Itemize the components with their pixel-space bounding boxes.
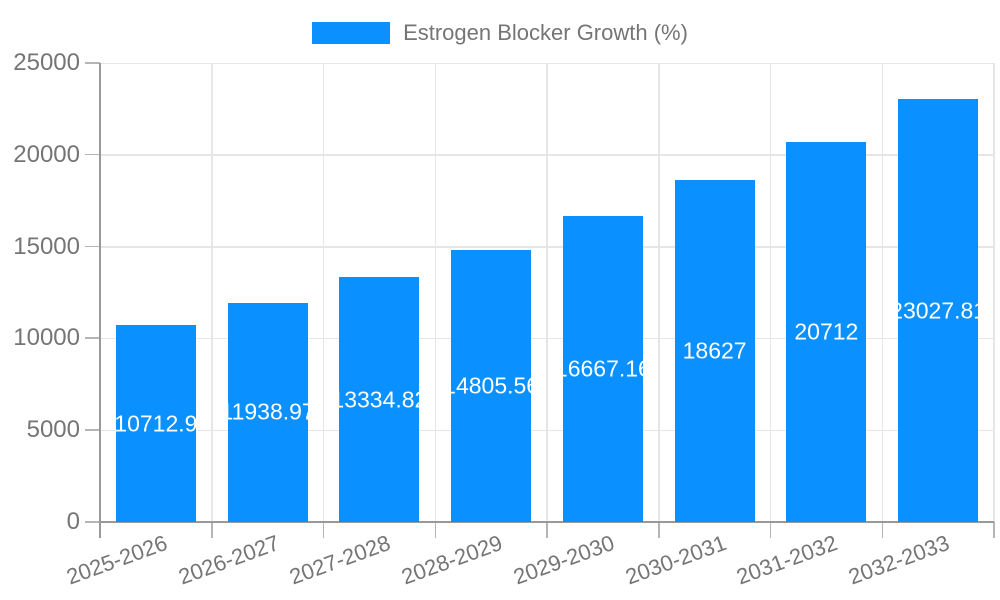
y-axis-line (99, 63, 101, 522)
y-axis-label: 25000 (13, 49, 80, 76)
y-axis-tick (85, 62, 100, 64)
x-axis-tick (881, 522, 883, 538)
y-axis-label: 10000 (13, 324, 80, 352)
v-gridline (322, 63, 325, 522)
v-gridline (434, 63, 436, 522)
legend-swatch (312, 22, 391, 44)
legend-label: Estrogen Blocker Growth (%) (403, 20, 688, 45)
x-axis-tick (546, 522, 548, 538)
y-axis-label: 15000 (13, 232, 80, 260)
bar[interactable] (339, 277, 420, 522)
v-gridline (211, 63, 213, 522)
y-axis-tick (85, 429, 100, 431)
x-axis-tick (211, 522, 213, 538)
y-axis-tick (85, 337, 100, 339)
bar[interactable] (562, 215, 643, 522)
x-axis-line (99, 521, 994, 523)
y-axis-label: 5000 (26, 416, 80, 444)
bar-value-label: 13334.82 (331, 386, 428, 413)
legend[interactable]: Estrogen Blocker Growth (%) (0, 19, 1000, 47)
bar[interactable] (786, 141, 867, 522)
bar-value-label: 11938.97 (220, 398, 315, 425)
bar[interactable] (451, 250, 532, 522)
y-axis-label: 0 (66, 508, 80, 535)
bar[interactable] (674, 180, 755, 522)
x-axis-tick (322, 522, 325, 538)
bar-value-label: 18627 (682, 337, 747, 364)
bar[interactable] (115, 325, 196, 522)
bar-value-label: 16667.16 (554, 355, 651, 382)
v-gridline (993, 63, 995, 522)
y-axis-label: 20000 (13, 140, 80, 168)
bar[interactable] (898, 99, 979, 522)
x-axis-tick (993, 522, 995, 538)
y-axis-tick (85, 245, 100, 248)
v-gridline (546, 63, 548, 522)
x-axis-tick (99, 522, 101, 538)
bar-value-label: 23027.81 (890, 297, 987, 324)
y-axis-tick (85, 153, 100, 156)
v-gridline (769, 63, 772, 522)
y-axis-tick (85, 521, 100, 523)
v-gridline (881, 63, 883, 522)
x-axis-tick (658, 522, 660, 538)
x-axis-tick (434, 522, 436, 538)
v-gridline (658, 63, 660, 522)
bar-value-label: 10712.9 (114, 410, 198, 437)
bar-value-label: 20712 (794, 318, 859, 345)
x-axis-tick (769, 522, 772, 538)
bar-value-label: 14805.56 (443, 372, 540, 399)
bar[interactable] (227, 302, 308, 522)
